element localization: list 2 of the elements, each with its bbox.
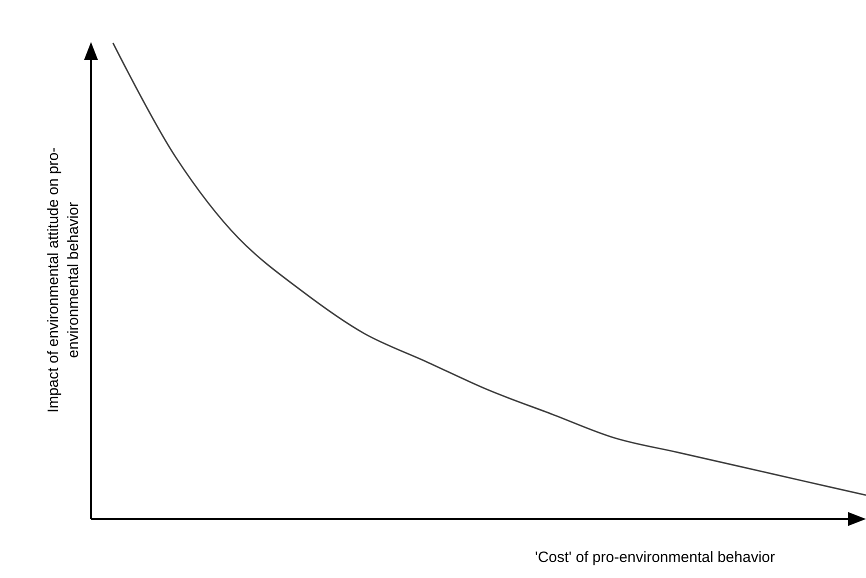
x-axis-title: 'Cost' of pro-environmental behavior: [534, 549, 776, 566]
y-axis-title: Impact of environmental attitude on pro-environmental behavior: [45, 147, 82, 413]
